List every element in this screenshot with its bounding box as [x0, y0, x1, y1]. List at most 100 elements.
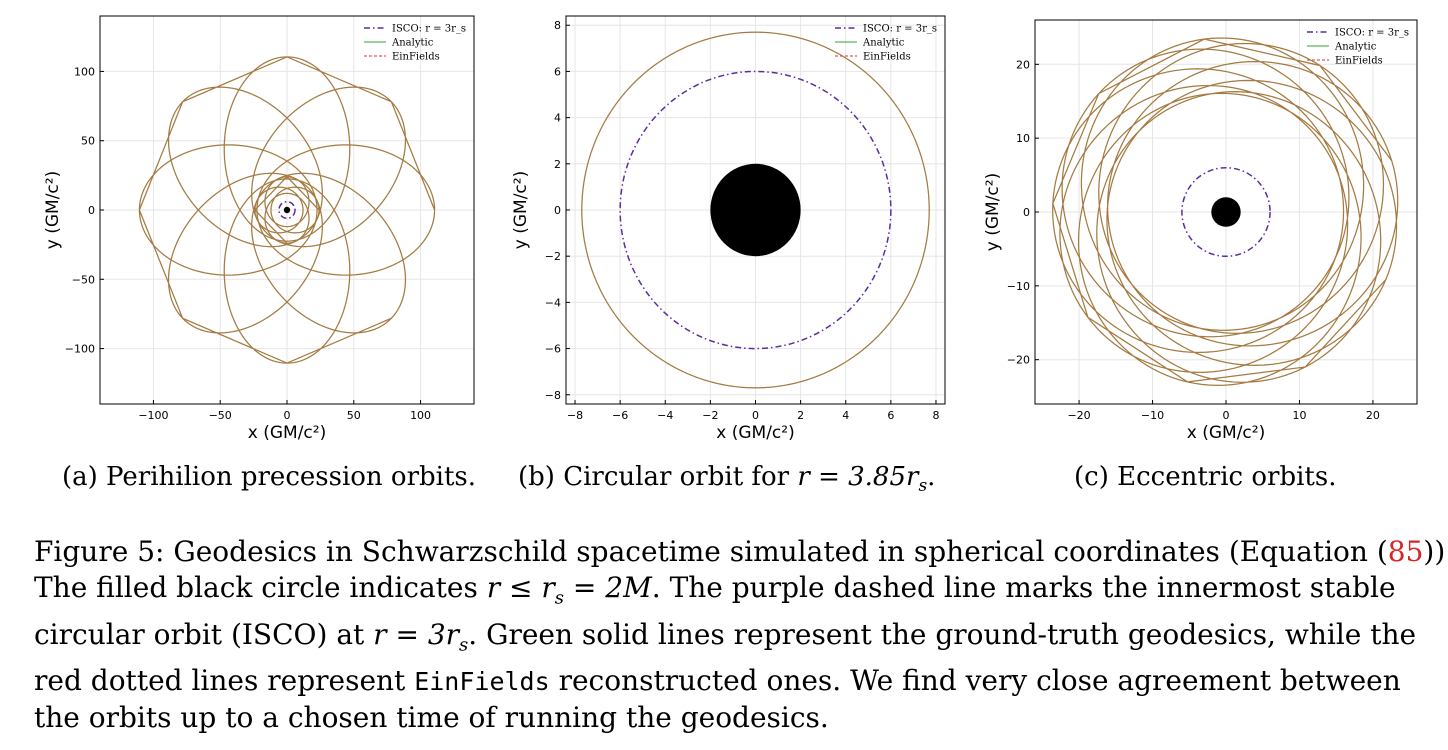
- subcaption-c-text: (c) Eccentric orbits.: [1074, 462, 1337, 492]
- plot-area: [1052, 37, 1399, 387]
- legend-label: Analytic: [391, 38, 434, 49]
- subcaption-b-math: r = 3.85r: [797, 462, 919, 492]
- x-axis-label: x (GM/c²): [716, 423, 794, 443]
- isco-circle: [619, 70, 892, 350]
- y-tick-label: −50: [72, 273, 95, 286]
- x-tick-label: 6: [887, 409, 894, 422]
- y-tick-label: −8: [545, 389, 561, 402]
- caption-l4-mono: EinFields: [414, 667, 550, 697]
- subcaption-c: (c) Eccentric orbits.: [1074, 462, 1336, 492]
- subcaption-a-text: (a) Perihilion precession orbits.: [62, 462, 477, 492]
- caption-l2-sub: s: [554, 587, 565, 609]
- chart-circular-orbit: −8 −6 −4 −2 0 2 4 6 8 −8 −6 −4 −2 0 2 4 6 8 x (GM/c²) y (GM…: [511, 15, 946, 443]
- x-tick-label: 4: [842, 409, 849, 422]
- subcaption-b: (b) Circular orbit for r = 3.85rs.: [518, 462, 935, 496]
- y-tick-label: 0: [554, 204, 561, 217]
- chart-eccentric-orbits: −20 −10 0 10 20 −20 −10 0 10 20 x (GM/c²) y (GM/c²)…: [983, 19, 1418, 443]
- y-tick-label: 6: [554, 65, 561, 78]
- caption-l5: the orbits up to a chosen time of runnin…: [34, 701, 829, 735]
- caption-l2-b: . The purple dashed line marks the inner…: [651, 571, 1396, 604]
- y-tick-label: 100: [74, 65, 95, 78]
- caption-l1-b: )).: [1423, 535, 1448, 568]
- chart-perihelion-precession: −100 −50 0 50 100 −100 −50 0 50 100 x (GM/c²) y (GM…: [43, 15, 475, 443]
- y-tick-label: −4: [545, 296, 561, 309]
- caption-line-4: red dotted lines represent EinFields rec…: [34, 663, 1424, 700]
- legend-label: EinFields: [392, 52, 440, 63]
- legend-label: ISCO: r = 3r_s: [863, 24, 937, 35]
- subcaption-b-suffix: .: [927, 462, 936, 492]
- y-axis-label: y (GM/c²): [43, 171, 63, 249]
- caption-l4-b: reconstructed ones. We find very close a…: [549, 664, 1401, 698]
- y-axis-label: y (GM/c²): [983, 173, 1003, 251]
- x-tick-label: −10: [1141, 409, 1164, 422]
- plot-area: [138, 56, 436, 364]
- caption-line-5: the orbits up to a chosen time of runnin…: [34, 700, 1424, 736]
- x-tick-label: −50: [209, 409, 232, 422]
- caption-line-3: circular orbit (ISCO) at r = 3rs. Green …: [34, 617, 1424, 664]
- subcaption-a: (a) Perihilion precession orbits.: [62, 462, 476, 492]
- x-tick-label: 100: [410, 409, 431, 422]
- legend-label: Analytic: [862, 38, 905, 49]
- legend-label: Analytic: [1334, 42, 1377, 53]
- caption-l3-a: circular orbit (ISCO) at: [34, 617, 374, 651]
- x-tick-label: 2: [797, 409, 804, 422]
- caption-l2-a: The filled black circle indicates: [34, 571, 487, 604]
- caption-line-2: The filled black circle indicates r ≤ rs…: [34, 570, 1424, 617]
- y-tick-label: −6: [545, 343, 561, 356]
- orbit-0-einfields: [1052, 37, 1399, 386]
- figure-caption: Figure 5: Geodesics in Schwarzschild spa…: [34, 534, 1448, 736]
- x-tick-label: 0: [284, 409, 291, 422]
- caption-l4-a: red dotted lines represent: [34, 664, 415, 698]
- y-tick-label: 10: [1016, 132, 1030, 145]
- x-tick-label: 50: [347, 409, 361, 422]
- x-tick-label: −20: [1067, 409, 1090, 422]
- orbit-0-einfields: [139, 56, 435, 364]
- caption-l3-sub: s: [459, 634, 469, 656]
- caption-l3-math: r = 3r: [373, 617, 460, 651]
- subcaption-b-sub: s: [918, 476, 928, 497]
- caption-line-1: Figure 5: Geodesics in Schwarzschild spa…: [34, 534, 1448, 570]
- x-tick-label: −4: [657, 409, 673, 422]
- inner-orbit-einfields: [254, 176, 320, 244]
- x-tick-label: −100: [138, 409, 168, 422]
- y-tick-label: −2: [545, 250, 561, 263]
- y-tick-label: 20: [1016, 58, 1030, 71]
- panel-b: −8 −6 −4 −2 0 2 4 6 8 −8 −6 −4 −2 0 2 4 6 8 x (GM/c²) y (GM…: [480, 0, 960, 450]
- x-tick-label: 0: [1223, 409, 1230, 422]
- x-tick-label: 20: [1366, 409, 1380, 422]
- x-tick-label: 0: [752, 409, 759, 422]
- subcaption-b-prefix: (b) Circular orbit for: [518, 462, 798, 492]
- panel-a: −100 −50 0 50 100 −100 −50 0 50 100 x (GM/c²) y (GM…: [0, 0, 480, 450]
- legend-label: EinFields: [1335, 56, 1383, 67]
- caption-l1-a: Figure 5: Geodesics in Schwarzschild spa…: [34, 535, 1388, 568]
- legend-label: ISCO: r = 3r_s: [1335, 28, 1409, 39]
- y-tick-label: 0: [88, 204, 95, 217]
- y-tick-label: 8: [554, 19, 561, 32]
- event-horizon-disk: [283, 206, 291, 214]
- caption-l2-math2: = 2M: [564, 571, 652, 604]
- y-axis-label: y (GM/c²): [511, 171, 531, 249]
- x-tick-label: −6: [612, 409, 628, 422]
- x-axis-label: x (GM/c²): [248, 423, 326, 443]
- y-tick-label: −10: [1007, 280, 1030, 293]
- y-tick-label: 2: [554, 158, 561, 171]
- x-tick-label: 10: [1292, 409, 1306, 422]
- caption-l3-b: . Green solid lines represent the ground…: [468, 617, 1417, 651]
- y-tick-label: 0: [1023, 206, 1030, 219]
- x-tick-label: 8: [932, 409, 939, 422]
- x-tick-label: −8: [567, 409, 583, 422]
- event-horizon-disk: [710, 163, 801, 257]
- y-tick-label: 50: [81, 135, 95, 148]
- panel-c: −20 −10 0 10 20 −20 −10 0 10 20 x (GM/c²) y (GM/c²)…: [960, 0, 1440, 450]
- y-tick-label: −100: [65, 343, 95, 356]
- isco-circle: [278, 200, 296, 220]
- legend-label: EinFields: [863, 52, 911, 63]
- y-tick-label: −20: [1007, 354, 1030, 367]
- equation-ref-link[interactable]: 85: [1387, 535, 1424, 568]
- legend-label: ISCO: r = 3r_s: [392, 24, 466, 35]
- y-tick-label: 4: [554, 112, 561, 125]
- caption-l2-math: r ≤ r: [486, 571, 555, 604]
- x-tick-label: −2: [702, 409, 718, 422]
- event-horizon-disk: [1211, 197, 1241, 227]
- x-axis-label: x (GM/c²): [1187, 423, 1265, 443]
